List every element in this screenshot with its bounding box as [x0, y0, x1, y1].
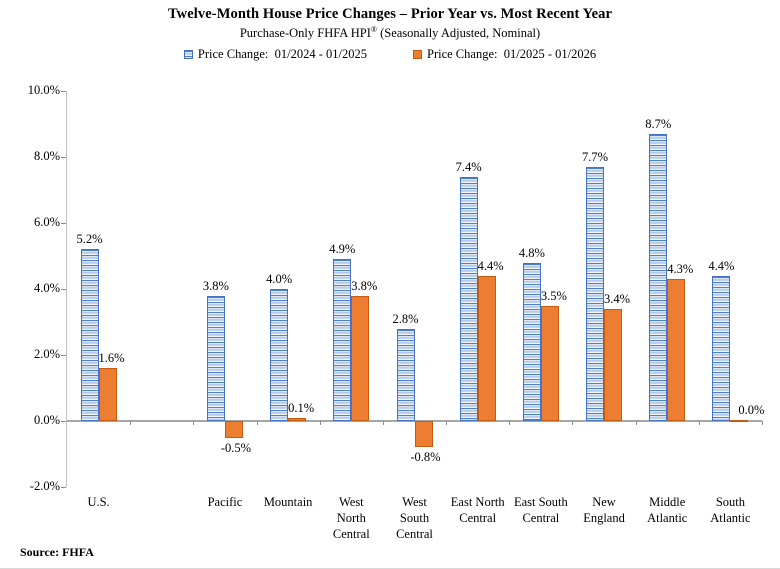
y-axis-tick [61, 157, 66, 158]
subtitle-text: Purchase-Only FHFA HPI [239, 26, 371, 41]
bar-recent-year-u-s [98, 368, 117, 421]
data-label-recent-year-new-england: 3.4% [604, 291, 631, 306]
data-label-recent-year-mountain: 0.1% [288, 400, 315, 415]
x-axis-label-mountain: Mountain [263, 495, 313, 509]
data-label-prior-year-south-atlantic: 4.4% [708, 258, 735, 273]
y-axis-tick [61, 487, 66, 488]
data-label-prior-year-mountain: 4.0% [266, 272, 293, 286]
legend-label-recent-year: Price Change: 01/2025 - 01/2026 [427, 47, 597, 61]
y-axis-tick [61, 355, 66, 356]
legend-item-recent-year: Price Change: 01/2025 - 01/2026 [413, 47, 596, 62]
bar-recent-year-east-south-central [540, 305, 559, 421]
data-label-recent-year-south-atlantic: 0.0% [738, 403, 765, 417]
data-label-prior-year-u-s: 5.2% [76, 232, 103, 247]
legend-swatch-prior-year-icon [183, 50, 193, 59]
data-label-prior-year-east-north-central: 7.4% [455, 159, 482, 174]
chart-title: Twelve-Month House Price Changes – Prior… [167, 6, 613, 22]
data-label-recent-year-east-south-central: 3.5% [540, 288, 567, 303]
bar-prior-year-west-south-central [396, 328, 415, 421]
x-axis-label-middle-atlantic: Middle Atlantic [647, 495, 688, 525]
x-axis-label-u-s: U.S. [87, 495, 110, 509]
bar-prior-year-middle-atlantic [649, 133, 668, 421]
data-label-recent-year-pacific: -0.5% [220, 440, 252, 455]
bar-prior-year-south-atlantic [712, 275, 731, 421]
x-axis-label-pacific: Pacific [207, 495, 243, 509]
data-label-recent-year-u-s: 1.6% [98, 351, 125, 366]
data-label-prior-year-east-south-central: 4.8% [518, 245, 545, 260]
data-label-prior-year-west-south-central: 2.8% [392, 311, 419, 326]
bar-recent-year-mountain [288, 417, 307, 421]
x-axis-zero-line [67, 420, 762, 422]
chart-legend: Price Change: 01/2024 - 01/2025 Price Ch… [0, 47, 780, 62]
x-axis-label-west-north-central: West North Central [332, 495, 370, 541]
x-axis-tick [509, 421, 511, 425]
source-note: Source: FHFA [20, 545, 94, 559]
legend-swatch-recent-year-icon [413, 50, 422, 59]
bar-recent-year-west-north-central [351, 295, 370, 421]
legend-label-prior-year: Price Change: 01/2024 - 01/2025 [197, 47, 367, 61]
y-axis-tick-label: 2.0% [33, 347, 60, 361]
y-axis-tick-label: 8.0% [33, 149, 60, 163]
y-axis-tick-label: 10.0% [27, 83, 60, 97]
bar-recent-year-new-england [604, 308, 623, 421]
bar-prior-year-pacific [206, 295, 225, 421]
x-axis-tick [319, 421, 321, 425]
chart-subtitle: Purchase-Only FHFA HPI® (Seasonally Adju… [0, 25, 780, 41]
x-axis-tick [193, 421, 195, 425]
y-axis-tick [61, 223, 66, 224]
bar-prior-year-u-s [80, 249, 99, 421]
data-label-recent-year-middle-atlantic: 4.3% [667, 262, 694, 277]
bar-recent-year-west-south-central [414, 421, 433, 448]
data-label-prior-year-middle-atlantic: 8.7% [645, 116, 672, 131]
x-axis-tick [635, 421, 637, 425]
bar-recent-year-east-north-central [477, 275, 496, 421]
data-label-recent-year-west-north-central: 3.8% [351, 278, 378, 293]
subtitle-text-continued: (Seasonally Adjusted, Nominal) [376, 26, 541, 41]
x-axis-label-east-north-central: East North Central [450, 495, 505, 525]
bar-recent-year-south-atlantic [730, 420, 749, 422]
x-axis-tick [382, 421, 384, 425]
bar-prior-year-east-south-central [522, 262, 541, 421]
bar-prior-year-new-england [586, 166, 605, 421]
data-label-prior-year-west-north-central: 4.9% [329, 242, 356, 257]
data-label-recent-year-west-south-central: -0.8% [410, 450, 441, 465]
x-axis-tick [762, 421, 763, 425]
bar-prior-year-mountain [270, 289, 289, 421]
y-axis-tick-label: -2.0% [29, 479, 60, 493]
y-axis-tick [61, 91, 66, 92]
data-label-prior-year-new-england: 7.7% [582, 149, 609, 164]
x-axis-tick [256, 421, 258, 425]
x-axis-tick [446, 421, 448, 425]
bar-recent-year-pacific [224, 421, 243, 438]
x-axis-tick [130, 421, 132, 425]
y-axis-tick-label: 4.0% [33, 281, 60, 295]
x-axis-tick [698, 421, 700, 425]
y-axis-line [66, 91, 67, 487]
y-axis-tick-label: 0.0% [33, 413, 60, 427]
bar-prior-year-east-north-central [459, 176, 478, 421]
x-axis-tick [572, 421, 574, 425]
x-axis-label-east-south-central: East South Central [513, 495, 568, 525]
x-axis-label-west-south-central: West South Central [396, 495, 433, 541]
legend-item-prior-year: Price Change: 01/2024 - 01/2025 [183, 47, 367, 62]
data-label-prior-year-pacific: 3.8% [202, 278, 229, 293]
bar-recent-year-middle-atlantic [667, 279, 686, 421]
x-axis-label-south-atlantic: South Atlantic [710, 495, 751, 525]
x-axis-label-new-england: New England [583, 495, 625, 525]
data-label-recent-year-east-north-central: 4.4% [477, 258, 504, 273]
registered-trademark-symbol: ® [370, 25, 377, 34]
y-axis-tick [61, 421, 66, 422]
y-axis-tick-label: 6.0% [33, 215, 60, 229]
y-axis-tick [61, 289, 66, 290]
bar-prior-year-west-north-central [333, 259, 352, 421]
